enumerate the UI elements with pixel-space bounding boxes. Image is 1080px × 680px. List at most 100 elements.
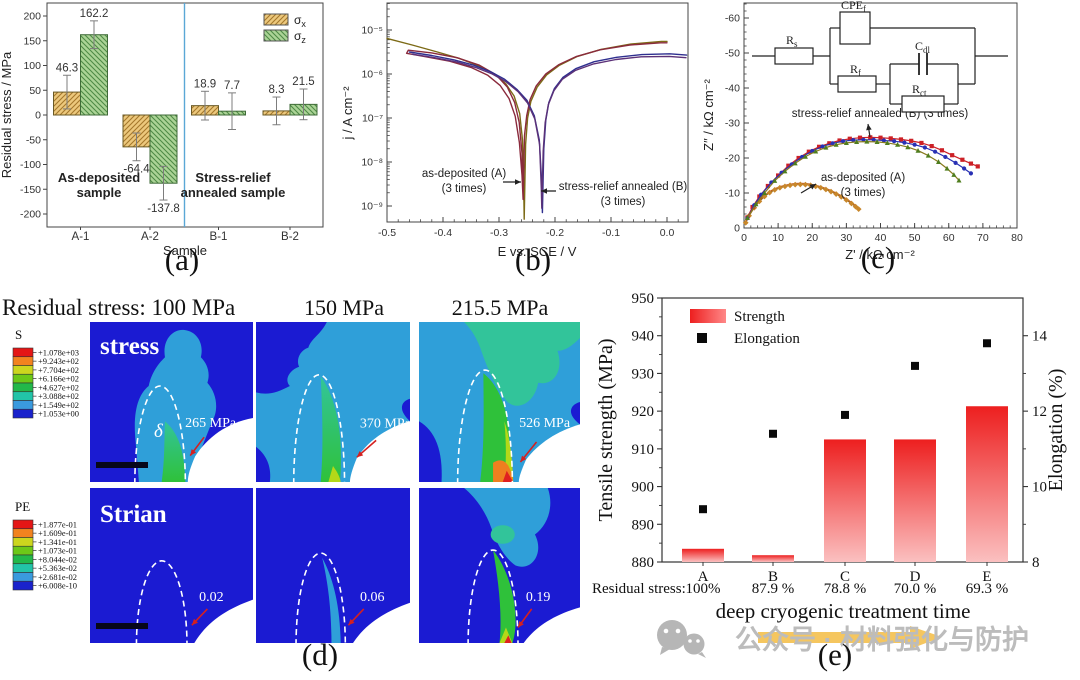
svg-text:910: 910: [632, 442, 655, 458]
svg-text:-0.2: -0.2: [546, 227, 564, 239]
svg-text:+1.341e-01: +1.341e-01: [38, 537, 77, 547]
svg-text:Residual stress:: Residual stress:: [592, 581, 686, 597]
svg-text:+1.078e+03: +1.078e+03: [38, 347, 79, 357]
svg-text:920: 920: [632, 404, 655, 420]
svg-text:80: 80: [1011, 232, 1023, 244]
svg-text:δ: δ: [154, 421, 164, 442]
svg-text:as-deposited (A): as-deposited (A): [821, 172, 906, 184]
svg-text:Elongation: Elongation: [734, 331, 800, 347]
svg-text:-10: -10: [725, 188, 740, 200]
legend: Strength Elongation: [690, 309, 800, 347]
svg-text:14: 14: [1032, 329, 1048, 345]
svg-text:18.9: 18.9: [194, 78, 216, 90]
svg-text:+2.681e-02: +2.681e-02: [38, 572, 77, 582]
svg-text:0.02: 0.02: [199, 590, 224, 605]
equivalent-circuit: Rs CPEf Rf Cdl Rct: [752, 0, 1008, 113]
contour-cell: 370 MPa: [256, 322, 412, 482]
svg-text:10⁻⁶: 10⁻⁶: [361, 69, 383, 81]
svg-text:PE: PE: [15, 499, 30, 514]
svg-text:Residual stress: 100 MPa: Residual stress: 100 MPa: [2, 295, 235, 320]
svg-text:+6.008e-10: +6.008e-10: [38, 581, 77, 591]
svg-text:+5.363e-02: +5.363e-02: [38, 563, 77, 573]
svg-text:0: 0: [734, 223, 740, 235]
elongation-point: [699, 505, 707, 514]
svg-text:j / A cm⁻²: j / A cm⁻²: [340, 86, 355, 141]
svg-text:Z″ / kΩ cm⁻²: Z″ / kΩ cm⁻²: [701, 78, 716, 150]
svg-text:150: 150: [23, 35, 41, 47]
svg-text:10: 10: [772, 232, 784, 244]
elongation-point: [841, 410, 849, 419]
svg-text:As-deposited: As-deposited: [58, 170, 140, 185]
strength-bars: [682, 406, 1008, 562]
svg-text:D: D: [910, 569, 921, 585]
svg-text:87.9 %: 87.9 %: [752, 581, 795, 597]
svg-text:10⁻⁸: 10⁻⁸: [361, 157, 383, 169]
svg-text:C: C: [840, 569, 850, 585]
svg-text:0.06: 0.06: [360, 590, 385, 605]
svg-text:20: 20: [806, 232, 818, 244]
watermark-arrow: [758, 626, 942, 649]
panel-b-polarization-curves: 10⁻⁹ 10⁻⁸ 10⁻⁷ 10⁻⁶ 10⁻⁵ -0.5 -0.4 -0.3 -0.2 -0.1…: [340, 2, 689, 259]
strength-bar: [682, 548, 724, 562]
svg-text:A-1: A-1: [72, 231, 90, 243]
svg-text:150 MPa: 150 MPa: [304, 295, 384, 320]
svg-text:公众号 · 材料强化与防护: 公众号 · 材料强化与防护: [735, 625, 1029, 655]
svg-text:10⁻⁹: 10⁻⁹: [361, 201, 383, 213]
elongation-point: [911, 361, 919, 370]
svg-text:+3.088e+02: +3.088e+02: [38, 391, 79, 401]
elongation-point: [769, 429, 777, 438]
svg-text:stress-relief annealed (B): stress-relief annealed (B): [559, 181, 688, 193]
svg-text:40: 40: [875, 232, 887, 244]
svg-text:8: 8: [1032, 555, 1040, 571]
svg-text:265 MPa: 265 MPa: [185, 416, 237, 431]
svg-text:7.7: 7.7: [224, 80, 240, 92]
svg-text:50: 50: [909, 232, 921, 244]
svg-text:Rct: Rct: [912, 82, 927, 98]
panel-label-b: (b): [514, 242, 552, 277]
legend-PE: PE +1.877e-01+1.609e-01+1.341e-01+1.073e-…: [12, 499, 77, 591]
svg-text:370 MPa: 370 MPa: [360, 417, 412, 432]
svg-text:-30: -30: [725, 118, 740, 130]
watermark: 公众号 · 材料强化与防护: [657, 620, 1029, 658]
svg-text:+6.166e+02: +6.166e+02: [38, 374, 79, 384]
svg-text:+9.243e+02: +9.243e+02: [38, 356, 79, 366]
svg-text:Residual stress / MPa: Residual stress / MPa: [0, 51, 14, 178]
svg-text:+7.704e+02: +7.704e+02: [38, 365, 79, 375]
axes: 0 10 20 30 40 50 60 70 80 0 -10 -20 -30 -40 -50 -60: [725, 2, 1023, 244]
strength-bar: [966, 406, 1008, 562]
panel-c-nyquist-plot: 0 10 20 30 40 50 60 70 800-10-20-30-40-50-60stre…: [701, 0, 1023, 262]
svg-text:(3 times): (3 times): [601, 196, 646, 208]
svg-text:Sample: Sample: [163, 243, 207, 258]
svg-text:100: 100: [23, 60, 41, 72]
svg-text:69.3 %: 69.3 %: [966, 581, 1009, 597]
svg-text:70.0 %: 70.0 %: [894, 581, 937, 597]
svg-text:-200: -200: [20, 209, 41, 221]
svg-text:+1.073e-01: +1.073e-01: [38, 546, 77, 556]
svg-text:-50: -50: [725, 48, 740, 60]
svg-text:60: 60: [943, 232, 955, 244]
legend-S: S +1.078e+03+9.243e+02+7.704e+02+6.166e+0…: [12, 327, 79, 419]
svg-text:0: 0: [741, 232, 747, 244]
annotations: as-deposited (A) (3 times) stress-relief a…: [422, 168, 688, 208]
svg-text:526 MPa: 526 MPa: [519, 416, 571, 431]
svg-text:-0.3: -0.3: [490, 227, 508, 239]
strength-bar: [752, 555, 794, 562]
svg-text:10⁻⁵: 10⁻⁵: [361, 25, 383, 37]
svg-text:-0.1: -0.1: [602, 227, 620, 239]
svg-text:78.8 %: 78.8 %: [824, 581, 867, 597]
panel-a-residual-stress-bar-chart: 200 150 100 50 0 -50 -100 -150 -200 46.3 -64.4 18.9…: [0, 2, 324, 258]
svg-text:46.3: 46.3: [56, 62, 78, 74]
svg-text:940: 940: [632, 329, 655, 345]
svg-text:+1.609e-01: +1.609e-01: [38, 528, 77, 538]
contour-cell: 0.06: [256, 488, 410, 643]
svg-text:σz: σz: [294, 29, 306, 45]
svg-text:Elongation (%): Elongation (%): [1045, 369, 1067, 492]
panel-label-d: (d): [301, 637, 339, 672]
panel-e-tensile-bar-chart: 880 890 900 910 920 930 940 950 8 10 12 14 A B C D E Stre…: [592, 291, 1067, 658]
svg-text:S: S: [15, 327, 22, 342]
svg-text:-50: -50: [26, 134, 41, 146]
svg-text:-0.5: -0.5: [378, 227, 396, 239]
svg-text:100%: 100%: [686, 581, 721, 597]
